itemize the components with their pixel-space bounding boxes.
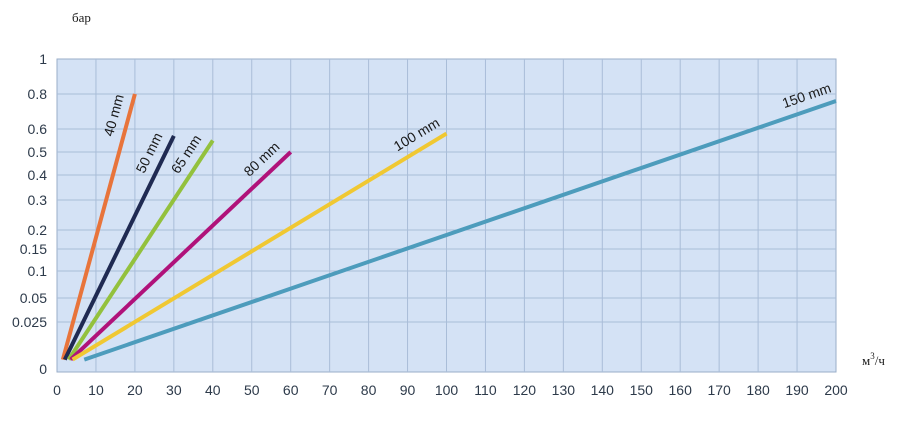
- x-tick-label: 120: [513, 382, 537, 398]
- x-tick-label: 40: [205, 382, 221, 398]
- x-axis-label-sup: 3: [870, 351, 875, 361]
- y-tick-label: 0.5: [28, 144, 48, 160]
- x-tick-label: 50: [244, 382, 260, 398]
- x-tick-label: 110: [474, 382, 497, 398]
- x-axis-label-tail: /ч: [875, 353, 886, 368]
- x-tick-label: 90: [400, 382, 416, 398]
- x-tick-label: 200: [824, 382, 848, 398]
- x-tick-label: 80: [361, 382, 377, 398]
- x-tick-labels: 0 10 20 30 40 50 60 70 80 90 100 110 120 130 140 150 160…: [53, 382, 848, 398]
- y-tick-label: 0.05: [20, 290, 47, 306]
- x-tick-label: 170: [707, 382, 731, 398]
- x-tick-label: 130: [552, 382, 576, 398]
- series-line: [67, 139, 215, 361]
- series-line: [60, 93, 137, 361]
- x-tick-label: 0: [53, 382, 61, 398]
- x-tick-label: 20: [127, 382, 143, 398]
- y-tick-label: 0.15: [20, 241, 47, 257]
- y-tick-label: 0.3: [28, 192, 48, 208]
- x-tick-label: 180: [746, 382, 770, 398]
- x-axis-label-base: м: [862, 353, 870, 368]
- y-tick-label: 0.1: [28, 263, 48, 279]
- series-line: [83, 99, 837, 362]
- y-tick-label: 0.4: [28, 167, 48, 183]
- y-tick-label: 0.6: [28, 121, 48, 137]
- x-axis-label: м3/ч: [862, 351, 885, 368]
- series-line: [62, 135, 176, 361]
- x-tick-label: 160: [669, 382, 693, 398]
- series-line: [69, 150, 293, 362]
- x-tick-label: 100: [435, 382, 459, 398]
- x-tick-label: 70: [322, 382, 338, 398]
- series-lines: [60, 93, 837, 362]
- y-tick-label: 0.2: [28, 222, 48, 238]
- y-tick-label: 0: [39, 361, 47, 377]
- x-tick-label: 10: [88, 382, 104, 398]
- y-tick-label: 0.025: [12, 314, 47, 330]
- y-tick-label: 1: [39, 51, 47, 67]
- y-axis-label: бар: [72, 10, 91, 25]
- y-tick-labels: 0 0.025 0.05 0.1 0.15 0.2 0.3 0.4 0.5 0.6 0.8 1: [12, 51, 47, 377]
- y-tick-label: 0.8: [28, 86, 48, 102]
- x-tick-label: 60: [283, 382, 299, 398]
- x-tick-label: 190: [785, 382, 809, 398]
- series-line: [71, 131, 448, 362]
- x-tick-label: 30: [166, 382, 182, 398]
- x-tick-label: 140: [591, 382, 615, 398]
- x-tick-label: 150: [630, 382, 654, 398]
